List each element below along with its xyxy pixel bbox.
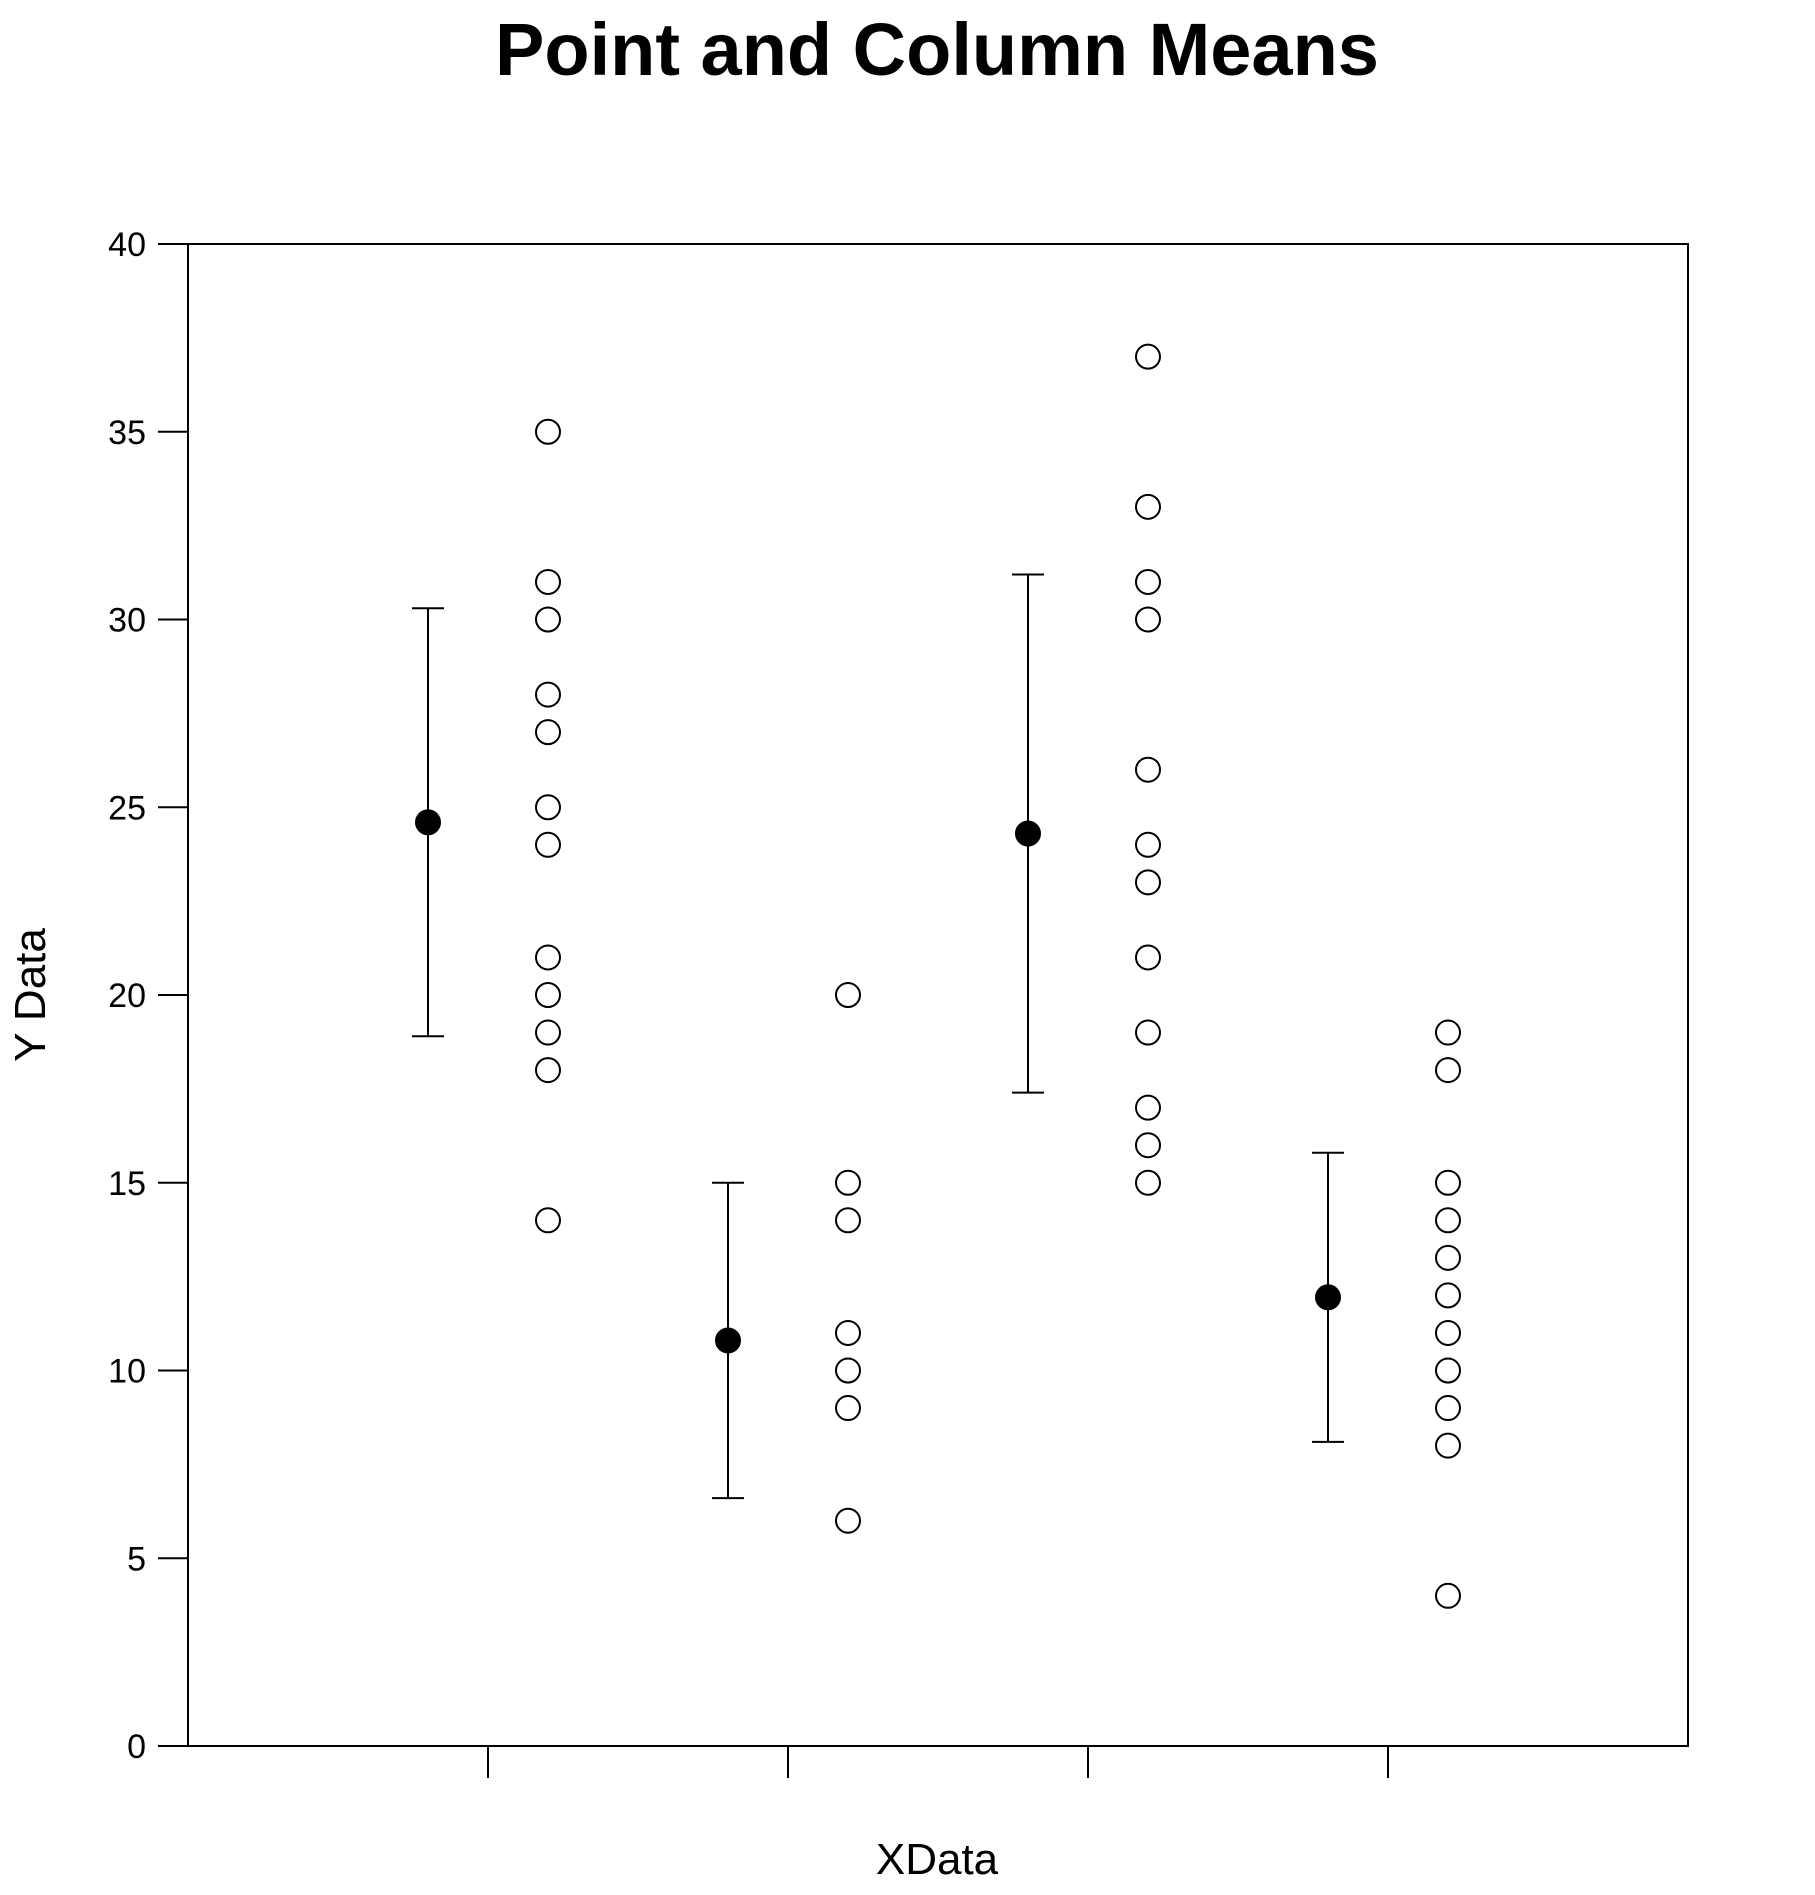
data-point <box>1435 1244 1461 1271</box>
data-point <box>1435 1169 1461 1196</box>
y-tick-label: 0 <box>127 1728 146 1766</box>
data-point <box>535 982 561 1008</box>
data-point <box>835 1319 861 1346</box>
y-tick-label: 25 <box>108 789 146 827</box>
x-axis-label: XData <box>876 1835 999 1884</box>
y-tick-label: 20 <box>108 977 146 1015</box>
column-means <box>412 573 1344 1500</box>
data-point <box>835 982 861 1008</box>
data-point <box>535 831 561 858</box>
data-point <box>1135 1132 1161 1159</box>
data-point <box>1435 1282 1461 1309</box>
data-point <box>1435 1432 1461 1459</box>
y-tick-label: 15 <box>108 1165 146 1203</box>
mean-point <box>415 809 441 836</box>
data-point <box>535 1207 561 1234</box>
data-point <box>835 1395 861 1422</box>
data-point <box>1135 944 1161 971</box>
y-tick-label: 10 <box>108 1353 146 1391</box>
data-point <box>1135 1094 1161 1121</box>
data-point <box>835 1207 861 1234</box>
y-axis-label: Y Data <box>6 928 55 1062</box>
y-tick-label: 30 <box>108 602 146 640</box>
data-point <box>1435 1019 1461 1046</box>
data-point <box>835 1357 861 1384</box>
data-point <box>1435 1395 1461 1422</box>
mean-group <box>412 607 444 1038</box>
data-point <box>535 794 561 821</box>
data-point <box>1435 1207 1461 1234</box>
data-point <box>1135 606 1161 633</box>
y-tick-label: 5 <box>127 1540 146 1578</box>
data-point <box>535 1057 561 1084</box>
chart-title: Point and Column Means <box>495 8 1379 91</box>
y-tick-label: 35 <box>108 414 146 452</box>
data-point <box>535 418 561 445</box>
data-point <box>535 681 561 708</box>
mean-group <box>712 1181 744 1500</box>
data-point <box>1435 1057 1461 1084</box>
data-point <box>1135 568 1161 595</box>
data-point <box>1135 1169 1161 1196</box>
x-axis <box>487 1746 1389 1778</box>
mean-group <box>1312 1151 1344 1443</box>
data-point <box>535 1019 561 1046</box>
data-point <box>1135 493 1161 520</box>
data-point <box>1135 1019 1161 1046</box>
plot-frame <box>187 243 1689 1747</box>
mean-point <box>1015 820 1041 847</box>
data-point <box>1435 1357 1461 1384</box>
data-point <box>1135 756 1161 783</box>
data-point <box>535 606 561 633</box>
data-point <box>1135 343 1161 370</box>
mean-point <box>715 1327 741 1354</box>
mean-point <box>1315 1284 1341 1311</box>
mean-group <box>1012 573 1044 1094</box>
data-point <box>535 719 561 746</box>
data-point <box>1135 869 1161 896</box>
y-tick-label: 40 <box>108 226 146 264</box>
data-point <box>1435 1319 1461 1346</box>
y-axis: 0 5 10 15 20 25 30 35 40 <box>108 226 188 1766</box>
data-point <box>835 1507 861 1534</box>
column-points <box>535 343 1461 1609</box>
data-point <box>535 944 561 971</box>
data-point <box>835 1169 861 1196</box>
data-point <box>535 568 561 595</box>
data-point <box>1135 831 1161 858</box>
data-point <box>1435 1582 1461 1609</box>
